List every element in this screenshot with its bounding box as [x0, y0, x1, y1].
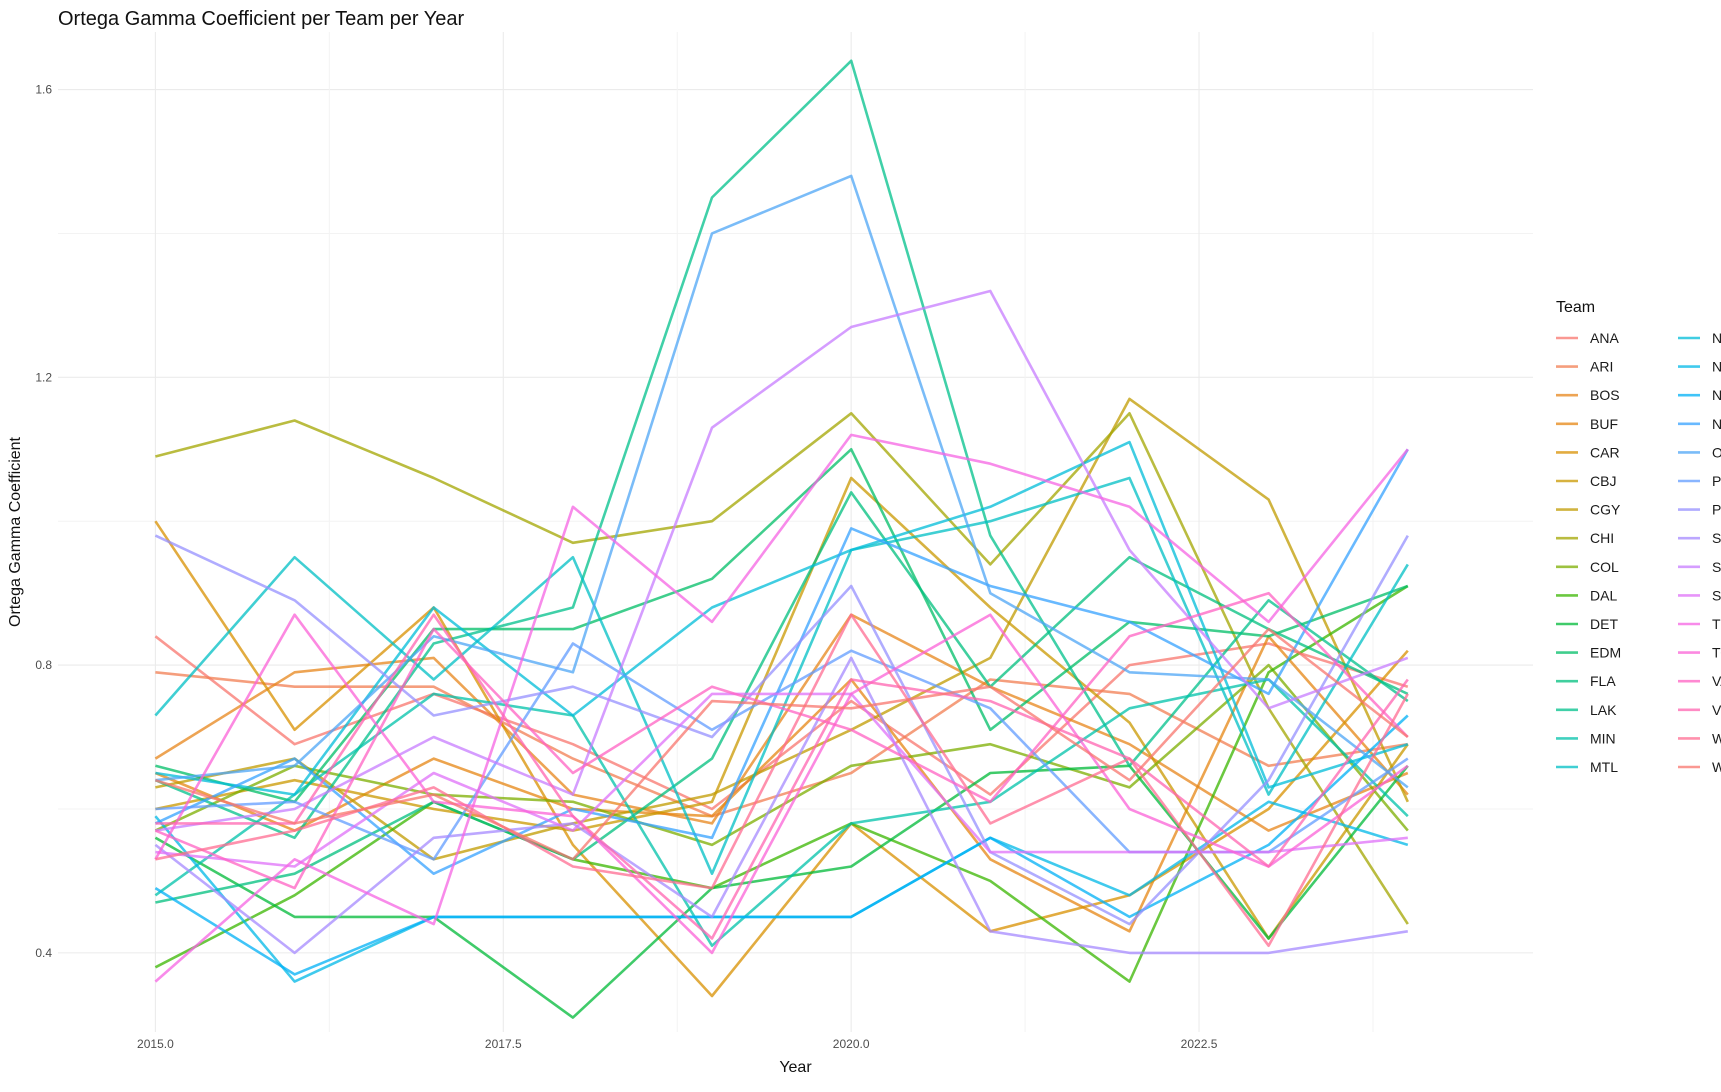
legend-label: CHI [1590, 530, 1614, 546]
legend-label: NYR [1712, 416, 1721, 432]
series-line-mtl [154, 476, 1409, 876]
series-line-sea [154, 656, 1408, 955]
series-line-det [154, 764, 1409, 1019]
x-tick-label: 2015.0 [137, 1037, 174, 1051]
chart-title: Ortega Gamma Coefficient per Team per Ye… [58, 8, 465, 30]
legend-label: DET [1590, 616, 1618, 632]
legend-label: CGY [1590, 502, 1621, 518]
y-tick-label: 1.6 [35, 83, 52, 97]
legend-label: PHI [1712, 473, 1721, 489]
series-line-col [154, 663, 1409, 847]
x-tick-label: 2022.5 [1181, 1037, 1218, 1051]
legend-label: EDM [1590, 645, 1621, 661]
series-lines [154, 59, 1409, 1019]
legend-label: FLA [1590, 673, 1616, 689]
legend-label: BOS [1590, 387, 1620, 403]
legend-label: CBJ [1590, 473, 1616, 489]
series-line-nyr [154, 448, 1409, 876]
legend-label: WPG [1712, 759, 1721, 775]
y-tick-label: 0.8 [35, 658, 52, 672]
grid [58, 32, 1533, 1032]
legend-label: TBL [1712, 616, 1721, 632]
series-line-fla [155, 491, 1409, 904]
legend-label: VAN [1712, 673, 1721, 689]
series-line-ari [155, 671, 1408, 818]
legend-label: LAK [1590, 702, 1617, 718]
x-tick-label: 2020.0 [833, 1037, 870, 1051]
legend-label: SJS [1712, 559, 1721, 575]
series-line-van [154, 591, 1409, 890]
series-line-lak [154, 59, 1409, 840]
legend-label: BUF [1590, 416, 1618, 432]
legend: Team ANA ARI BOS BUF CAR CBJ CGY CHI COL DAL DET EDM… [1556, 299, 1721, 775]
legend-label: CAR [1590, 444, 1620, 460]
series-line-cbj [155, 476, 1409, 940]
legend-label: NJD [1712, 330, 1721, 346]
legend-label: VGK [1712, 702, 1721, 718]
legend-label: NSH [1712, 359, 1721, 375]
legend-label: ARI [1590, 359, 1613, 375]
x-axis-label: Year [779, 1059, 812, 1076]
series-line-dal [154, 584, 1409, 983]
legend-label: STL [1712, 587, 1721, 603]
series-line-tbl [154, 433, 1409, 983]
legend-title: Team [1556, 299, 1595, 316]
legend-label: WAS [1712, 730, 1721, 746]
series-line-tor [154, 613, 1409, 955]
series-line-chi [155, 411, 1409, 925]
series-line-wpg [155, 627, 1409, 861]
legend-label: NYI [1712, 387, 1721, 403]
legend-label: MIN [1590, 730, 1616, 746]
axes: 0.4 0.8 1.2 1.6 2015.0 2017.5 2020.0 2022.5 Year… [7, 83, 1218, 1076]
legend-label: OTT [1712, 444, 1721, 460]
x-tick-label: 2017.5 [485, 1037, 522, 1051]
legend-label: MTL [1590, 759, 1618, 775]
legend-label: SEA [1712, 530, 1721, 546]
legend-label: ANA [1590, 330, 1619, 346]
series-line-min [154, 678, 1409, 948]
y-tick-label: 1.2 [35, 370, 52, 384]
series-line-ott [155, 174, 1409, 789]
series-line-vgk [155, 613, 1409, 940]
legend-label: COL [1590, 559, 1619, 575]
legend-label: DAL [1590, 587, 1617, 603]
legend-label: PIT [1712, 502, 1721, 518]
legend-label: TOR [1712, 645, 1721, 661]
series-line-sjs [155, 289, 1409, 832]
series-line-bos [154, 613, 1409, 832]
series-line-nyi [154, 714, 1409, 976]
y-axis-label: Ortega Gamma Coefficient [7, 436, 24, 627]
y-tick-label: 0.4 [35, 946, 52, 960]
